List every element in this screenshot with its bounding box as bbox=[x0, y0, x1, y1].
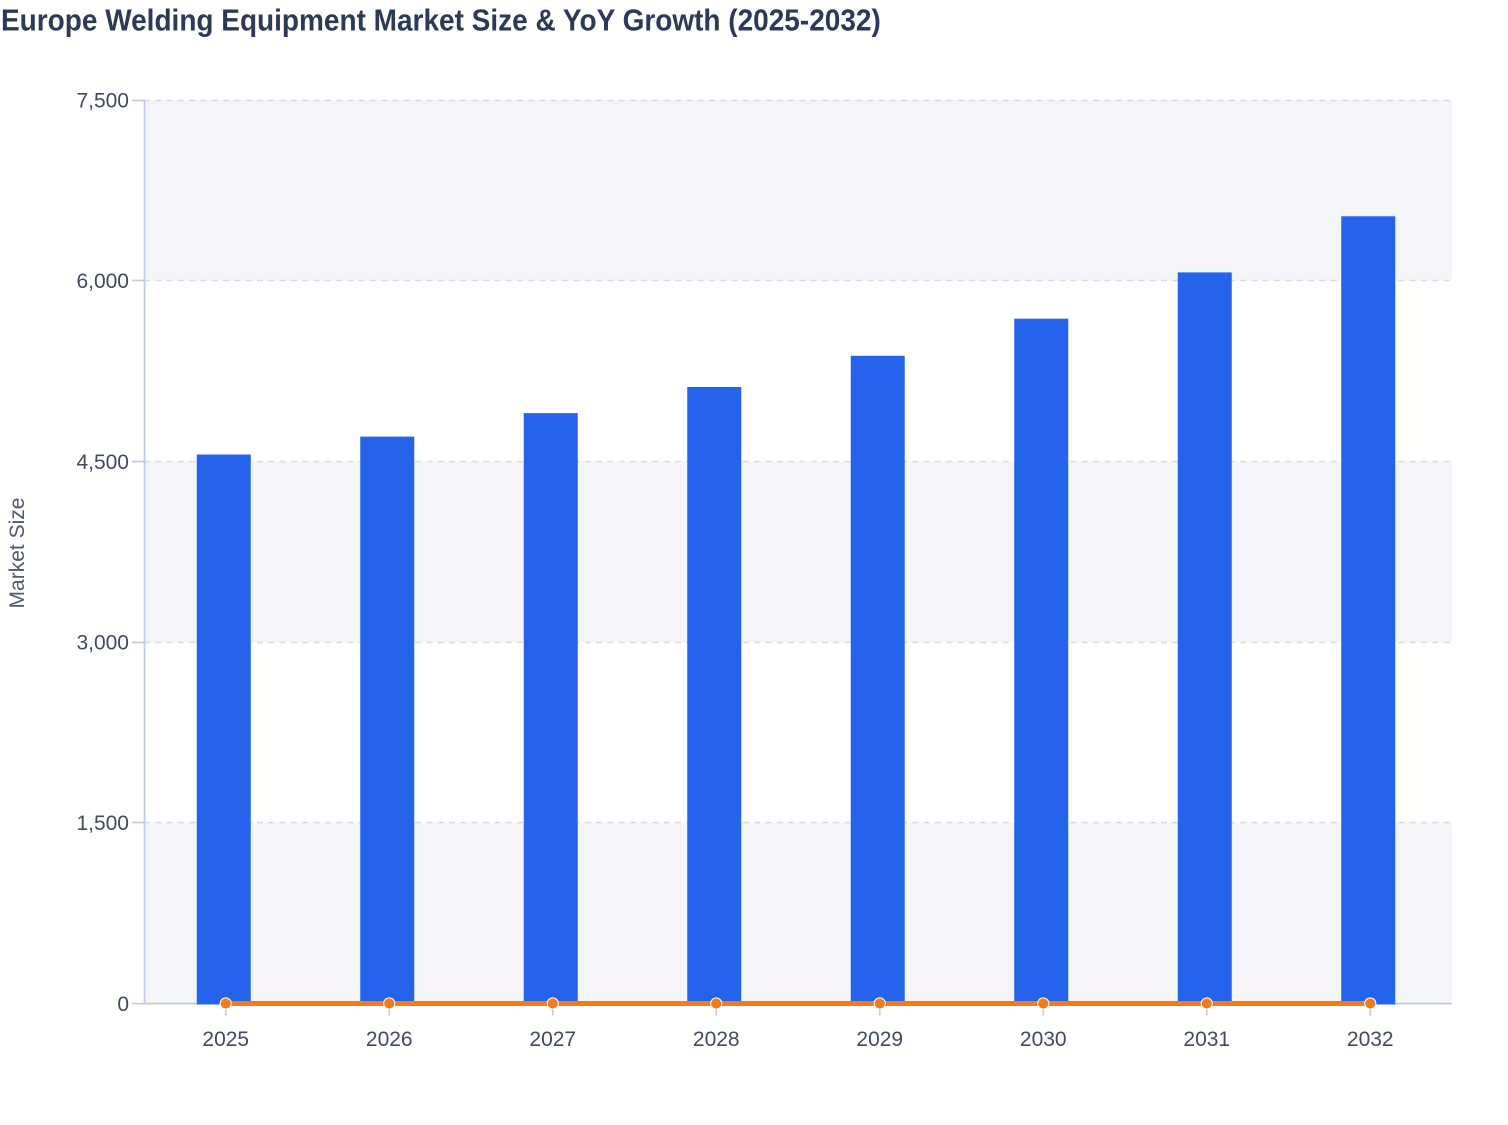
svg-text:2025: 2025 bbox=[202, 1028, 249, 1051]
svg-text:2031: 2031 bbox=[1183, 1028, 1230, 1051]
svg-text:0: 0 bbox=[117, 993, 129, 1016]
svg-text:Market Size: Market Size bbox=[6, 498, 29, 609]
svg-text:2032: 2032 bbox=[1347, 1028, 1394, 1051]
svg-text:6,000: 6,000 bbox=[76, 270, 129, 293]
svg-text:1,500: 1,500 bbox=[76, 812, 129, 835]
svg-text:4,500: 4,500 bbox=[76, 451, 129, 474]
svg-text:7,500: 7,500 bbox=[76, 90, 129, 113]
svg-text:Europe Welding Equipment Marke: Europe Welding Equipment Market Size & Y… bbox=[1, 3, 881, 38]
svg-text:2027: 2027 bbox=[529, 1028, 576, 1051]
svg-text:2029: 2029 bbox=[856, 1028, 903, 1051]
svg-text:2028: 2028 bbox=[693, 1028, 740, 1051]
svg-text:3,000: 3,000 bbox=[76, 632, 129, 655]
svg-text:2026: 2026 bbox=[366, 1028, 413, 1051]
svg-text:2030: 2030 bbox=[1020, 1028, 1067, 1051]
